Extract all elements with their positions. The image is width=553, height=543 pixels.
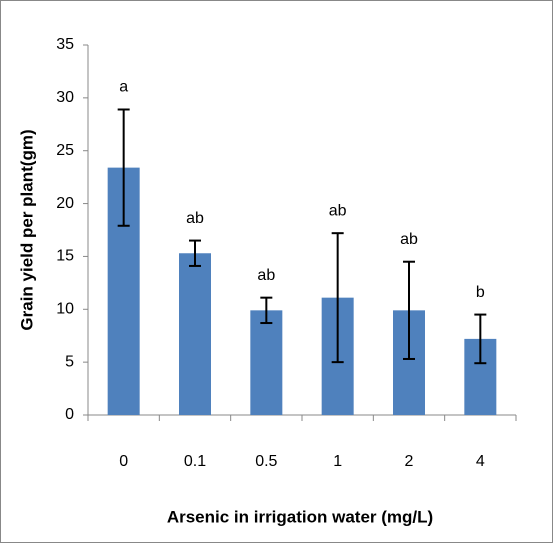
bar <box>250 310 283 415</box>
y-tick-label: 15 <box>56 248 74 265</box>
annotation: b <box>476 284 485 301</box>
y-tick-label: 25 <box>56 142 74 159</box>
y-tick-label: 30 <box>56 89 74 106</box>
y-tick-label: 0 <box>65 406 74 423</box>
bar <box>179 253 211 415</box>
y-axis-title: Grain yield per plant(gm) <box>17 129 36 330</box>
x-tick-label: 0 <box>119 453 128 470</box>
x-tick-label: 2 <box>405 453 414 470</box>
y-tick-label: 35 <box>56 36 74 53</box>
y-tick-label: 5 <box>65 353 74 370</box>
x-tick-label: 4 <box>476 453 485 470</box>
y-tick-label: 10 <box>56 301 74 318</box>
x-tick-label: 0.5 <box>255 453 277 470</box>
x-tick-label: 1 <box>333 453 342 470</box>
annotation: ab <box>400 231 418 248</box>
annotation: ab <box>329 202 347 219</box>
annotation: ab <box>257 267 275 284</box>
annotation: ab <box>186 210 204 227</box>
annotation: a <box>119 79 128 96</box>
x-tick-label: 0.1 <box>184 453 206 470</box>
x-axis-title: Arsenic in irrigation water (mg/L) <box>167 507 433 526</box>
y-tick-label: 20 <box>56 195 74 212</box>
